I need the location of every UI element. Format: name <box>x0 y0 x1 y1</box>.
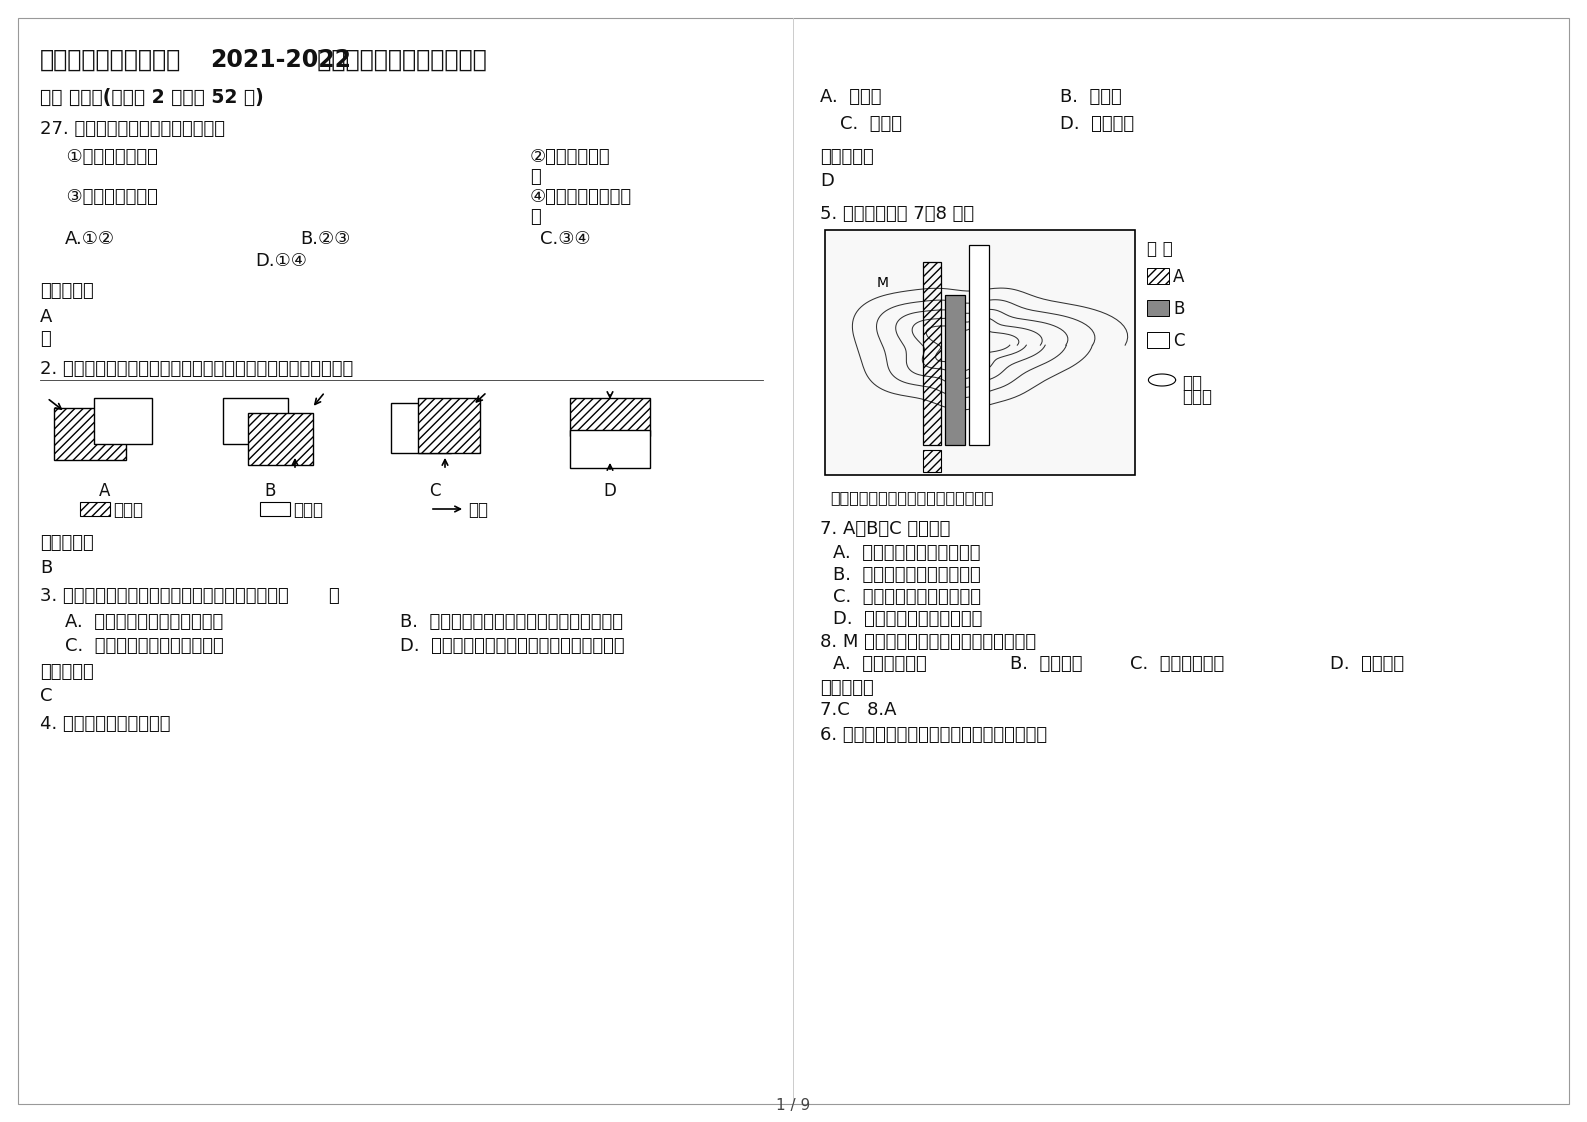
Text: B.  银河系: B. 银河系 <box>1060 88 1122 105</box>
Text: 地租: 地租 <box>1182 374 1201 392</box>
Bar <box>54 408 125 460</box>
Text: A.  太阳系: A. 太阳系 <box>820 88 881 105</box>
Text: 安徽省滁州市朱马中学: 安徽省滁州市朱马中学 <box>40 48 181 72</box>
Bar <box>260 502 290 516</box>
Text: 工业区: 工业区 <box>113 502 143 519</box>
Text: A: A <box>100 482 111 500</box>
Text: ④濒河临海的地理位: ④濒河临海的地理位 <box>530 188 632 206</box>
Text: 8. M 处地租等值线明显向外凸出的原因是: 8. M 处地租等值线明显向外凸出的原因是 <box>820 633 1036 651</box>
Bar <box>1147 332 1170 348</box>
Text: B: B <box>1173 300 1184 318</box>
Text: B: B <box>40 559 52 577</box>
Text: 2. 从人们的居住环境考虑，下列四幅图中居民区的分布合理的是: 2. 从人们的居住环境考虑，下列四幅图中居民区的分布合理的是 <box>40 360 354 378</box>
Bar <box>944 295 965 445</box>
Text: 参考答案：: 参考答案： <box>40 534 94 552</box>
Bar <box>222 398 287 444</box>
Text: D.  地形平缓: D. 地形平缓 <box>1330 655 1404 673</box>
Bar <box>825 230 1135 475</box>
Text: D.  河外星系: D. 河外星系 <box>1060 114 1135 134</box>
Bar <box>570 430 651 468</box>
Text: B: B <box>265 482 276 500</box>
Text: C.  距离市中心近: C. 距离市中心近 <box>1130 655 1224 673</box>
Text: C.  鼓励市民使用公共交通工具: C. 鼓励市民使用公共交通工具 <box>65 637 224 655</box>
Text: C: C <box>428 482 441 500</box>
Bar <box>970 245 989 445</box>
Text: B.  人口稠密: B. 人口稠密 <box>1009 655 1082 673</box>
Text: 一、 选择题(每小题 2 分，共 52 分): 一、 选择题(每小题 2 分，共 52 分) <box>40 88 263 107</box>
Text: 件: 件 <box>530 168 541 186</box>
Text: C: C <box>40 687 52 705</box>
Text: 风向: 风向 <box>468 502 487 519</box>
Text: 图 例: 图 例 <box>1147 240 1173 258</box>
Text: A.  商业区、住宅区、工业区: A. 商业区、住宅区、工业区 <box>833 544 981 562</box>
Bar <box>390 403 451 453</box>
Text: 学年高一地理测试题含解析: 学年高一地理测试题含解析 <box>309 48 487 72</box>
Text: D: D <box>820 172 833 190</box>
Text: C.③④: C.③④ <box>540 230 590 248</box>
Text: 居民区: 居民区 <box>294 502 324 519</box>
Bar <box>1147 300 1170 316</box>
Bar <box>924 450 941 472</box>
Text: 7.C   8.A: 7.C 8.A <box>820 701 897 719</box>
Text: D.①④: D.①④ <box>256 252 306 270</box>
Text: A.  交通干线经过: A. 交通干线经过 <box>833 655 927 673</box>
Text: 27. 商业中心形成，应具备的条件是: 27. 商业中心形成，应具备的条件是 <box>40 120 225 138</box>
Text: 参考答案：: 参考答案： <box>820 148 874 166</box>
Text: 参考答案：: 参考答案： <box>820 679 874 697</box>
Text: ①大量的消费人群: ①大量的消费人群 <box>56 148 157 166</box>
Text: A: A <box>40 309 52 327</box>
Text: D: D <box>603 482 616 500</box>
Text: C.  商业区、工业区、住宅区: C. 商业区、工业区、住宅区 <box>833 588 981 606</box>
Text: B.  工业区、商业区、住宅区: B. 工业区、商业区、住宅区 <box>833 565 981 583</box>
Text: 参考答案：: 参考答案： <box>40 663 94 681</box>
Bar <box>248 413 313 465</box>
Text: 等值线: 等值线 <box>1182 388 1212 406</box>
Text: ③文化科技发达区: ③文化科技发达区 <box>56 188 157 206</box>
Bar <box>79 502 110 516</box>
Text: 置: 置 <box>530 208 541 226</box>
Text: A.  在市中心区建立大量停车场: A. 在市中心区建立大量停车场 <box>65 613 224 631</box>
Text: 4. 不包括地球的天体系统: 4. 不包括地球的天体系统 <box>40 715 170 733</box>
Text: C.  总星系: C. 总星系 <box>840 114 901 134</box>
Bar <box>94 398 152 444</box>
Text: 3. 解决城市交通拥挤的最有效、最科学的办法是（       ）: 3. 解决城市交通拥挤的最有效、最科学的办法是（ ） <box>40 587 340 605</box>
Text: C: C <box>1173 332 1184 350</box>
Bar <box>1147 268 1170 284</box>
Text: 某城市地租等值线与功能区结构分布图: 某城市地租等值线与功能区结构分布图 <box>830 490 993 505</box>
Text: 2021-2022: 2021-2022 <box>209 48 351 72</box>
Bar <box>570 398 651 436</box>
Text: B.  学校、工厂和机关安排不同的上下班时间: B. 学校、工厂和机关安排不同的上下班时间 <box>400 613 624 631</box>
Text: 6. 读下图山谷风剖面示意图，回答下列各题。: 6. 读下图山谷风剖面示意图，回答下列各题。 <box>820 726 1047 744</box>
Bar <box>417 398 479 453</box>
Text: 7. A、B、C 分别代表: 7. A、B、C 分别代表 <box>820 519 951 539</box>
Text: 略: 略 <box>40 330 51 348</box>
Text: 1 / 9: 1 / 9 <box>776 1098 809 1113</box>
Text: A.①②: A.①② <box>65 230 114 248</box>
Text: 5. 读下图，回答 7～8 题。: 5. 读下图，回答 7～8 题。 <box>820 205 974 223</box>
Text: D.  住宅区、商业区、工业区: D. 住宅区、商业区、工业区 <box>833 610 982 628</box>
Bar <box>924 263 941 445</box>
Text: 参考答案：: 参考答案： <box>40 282 94 300</box>
Text: D.  控制和减少小汽车数量，禁止大货车入城: D. 控制和减少小汽车数量，禁止大货车入城 <box>400 637 625 655</box>
Text: B.②③: B.②③ <box>300 230 351 248</box>
Text: M: M <box>878 276 889 291</box>
Text: A: A <box>1173 268 1184 286</box>
Text: ②便利的交通条: ②便利的交通条 <box>530 148 611 166</box>
